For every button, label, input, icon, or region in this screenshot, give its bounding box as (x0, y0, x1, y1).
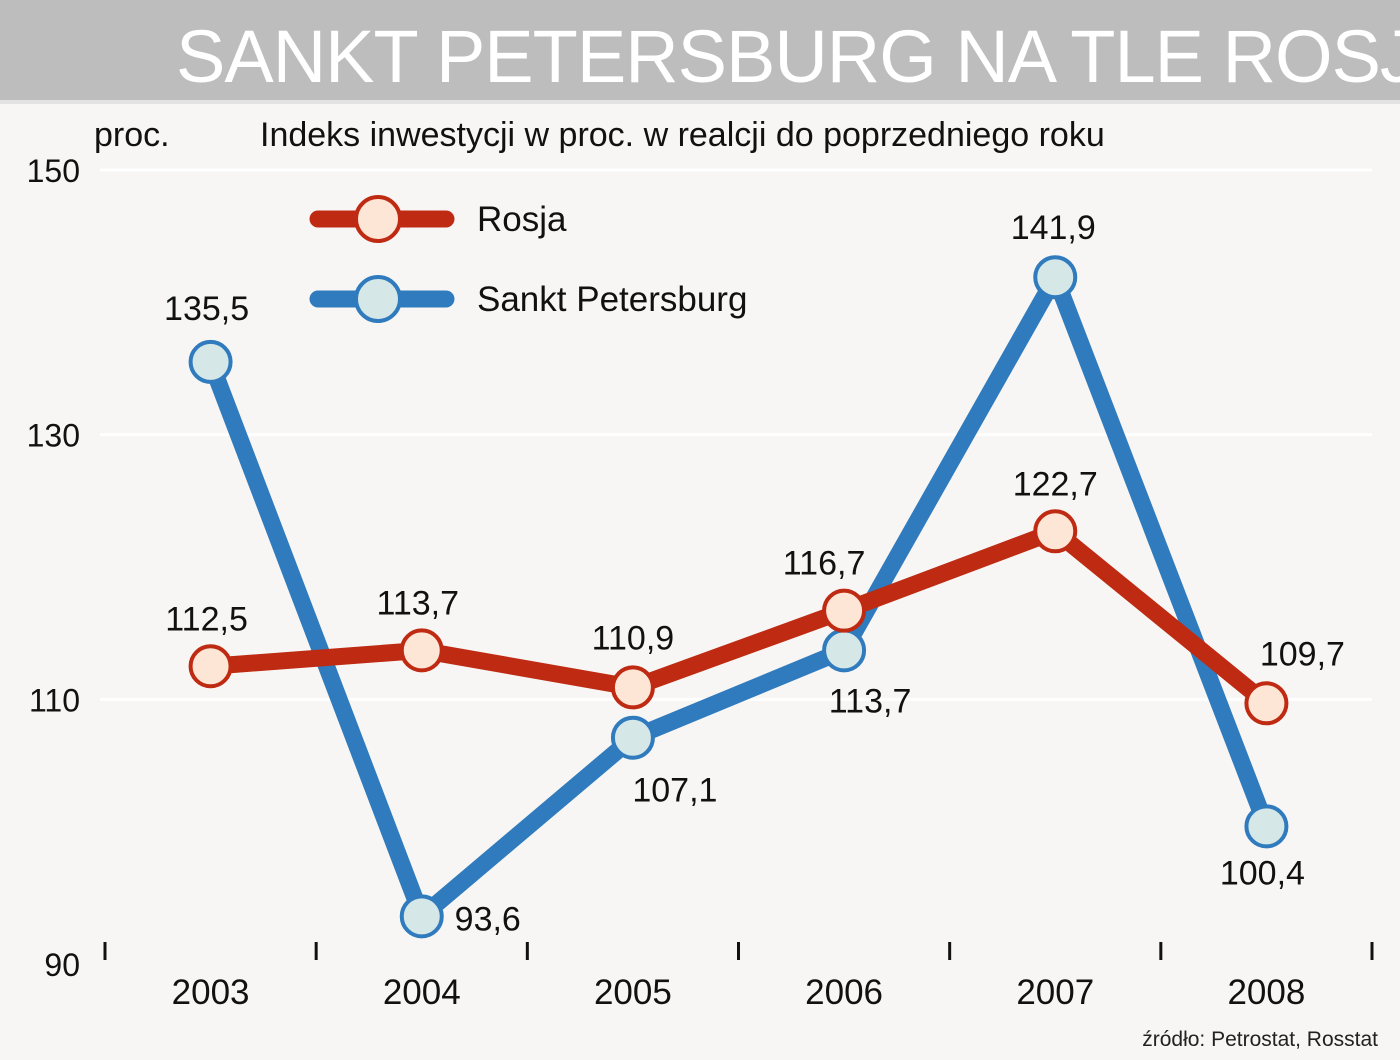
data-point-sankt-petersburg (188, 339, 233, 384)
y-axis: 90 110 130 150 (27, 153, 80, 983)
legend: Rosja Sankt Petersburg (309, 195, 747, 323)
data-label-rosja: 116,7 (783, 545, 866, 583)
x-tick-label: 2006 (805, 973, 883, 1012)
y-tick-label: 130 (27, 418, 80, 454)
data-point-rosja (610, 665, 655, 710)
x-tick-label: 2008 (1227, 973, 1305, 1012)
x-tick-label: 2007 (1016, 973, 1094, 1012)
header-divider (0, 100, 1400, 104)
chart-subtitle: Indeks inwestycji w proc. w realcji do p… (260, 116, 1105, 154)
data-label-rosja: 110,9 (592, 619, 675, 657)
data-point-sankt-petersburg (1033, 255, 1078, 300)
legend-label-rosja: Rosja (477, 200, 567, 239)
page-title: SANKT PETERSBURG NA TLE ROSJI (176, 15, 1400, 98)
legend-label-sankt-petersburg: Sankt Petersburg (477, 280, 747, 319)
y-axis-title: proc. (94, 116, 170, 154)
y-tick-label: 110 (29, 682, 80, 718)
data-point-sankt-petersburg (399, 894, 444, 939)
x-tick-label: 2004 (383, 973, 461, 1012)
data-labels: 112,5 113,7 110,9 116,7 122,7 109,7 135,5 93,6 1… (164, 209, 1345, 938)
data-label-rosja: 122,7 (1013, 465, 1098, 503)
data-label-rosja: 113,7 (376, 584, 459, 622)
data-label-rosja: 112,5 (165, 600, 248, 638)
data-label-sankt-petersburg: 141,9 (1011, 209, 1096, 247)
x-tick-label: 2003 (172, 973, 250, 1012)
data-point-sankt-petersburg (610, 715, 655, 760)
legend-marker-rosja (354, 195, 402, 243)
data-label-sankt-petersburg: 93,6 (455, 900, 521, 938)
series-line-sankt-petersburg (202, 268, 1275, 925)
data-point-rosja (399, 628, 444, 673)
data-label-sankt-petersburg: 135,5 (164, 290, 249, 328)
data-label-sankt-petersburg: 100,4 (1220, 854, 1305, 892)
x-tick-label: 2005 (594, 973, 672, 1012)
data-point-sankt-petersburg (822, 628, 867, 673)
data-label-sankt-petersburg: 113,7 (829, 682, 912, 720)
y-tick-label: 150 (27, 153, 80, 189)
series-line-rosja (202, 522, 1275, 712)
data-point-rosja (1244, 681, 1289, 726)
header-banner (0, 0, 1400, 104)
x-axis: 2003 2004 2005 2006 2007 2008 (103, 942, 1374, 1012)
data-point-sankt-petersburg (1244, 804, 1289, 849)
y-tick-label: 90 (44, 947, 80, 983)
data-point-rosja (188, 644, 233, 689)
series-lines (202, 268, 1275, 925)
series-markers (188, 255, 1289, 939)
data-label-sankt-petersburg: 107,1 (632, 772, 717, 810)
source-note: źródło: Petrostat, Rosstat (1142, 1028, 1378, 1051)
data-point-rosja (822, 588, 867, 633)
data-point-rosja (1033, 509, 1078, 554)
data-label-rosja: 109,7 (1260, 635, 1345, 673)
legend-marker-sankt-petersburg (354, 275, 402, 323)
